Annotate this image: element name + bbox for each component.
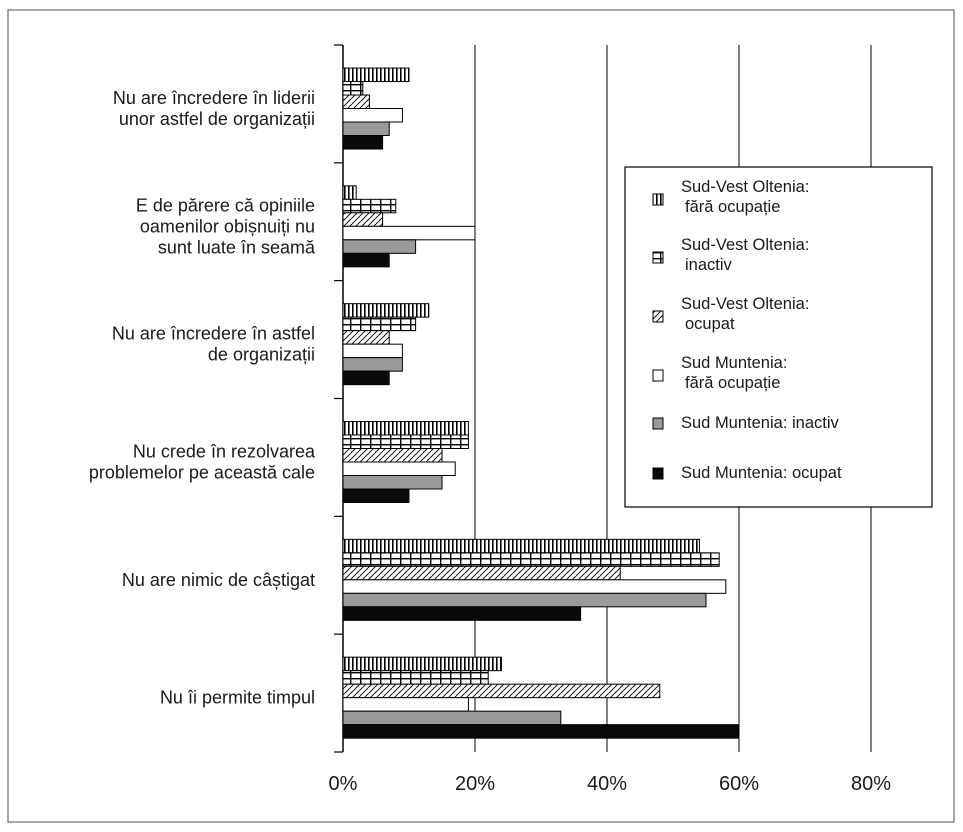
- bar: [342, 488, 410, 503]
- legend-label: fără ocupație: [685, 374, 780, 392]
- bar: [342, 434, 469, 449]
- bar: [342, 670, 489, 685]
- legend-label: Sud Muntenia:: [681, 354, 787, 372]
- category-label: sunt luate în seamă: [158, 237, 316, 257]
- legend-label: Sud-Vest Oltenia:: [681, 236, 809, 254]
- bar: [342, 121, 390, 136]
- x-tick-label: 40%: [587, 773, 627, 795]
- category-label: de organizații: [208, 345, 315, 365]
- legend-label: Sud Muntenia: ocupat: [681, 464, 842, 482]
- bar: [342, 357, 403, 372]
- bar: [342, 421, 469, 436]
- category-axis: [334, 44, 344, 753]
- x-tick-label: 80%: [851, 773, 891, 795]
- legend-label: ocupat: [685, 315, 735, 333]
- legend-swatch: [652, 193, 664, 206]
- bar: [342, 710, 562, 726]
- category-label: problemelor pe această cale: [89, 463, 315, 483]
- legend-label: Sud-Vest Oltenia:: [681, 178, 809, 196]
- bar: [342, 252, 390, 268]
- category-label: E de părere că opiniile: [136, 195, 315, 215]
- legend-swatch: [652, 369, 664, 382]
- bar: [342, 683, 661, 699]
- category-label: Nu îi permite timpul: [160, 688, 315, 708]
- legend-label: Sud-Vest Oltenia:: [681, 295, 809, 313]
- category-label: unor astfel de organizații: [119, 109, 315, 129]
- bar: [342, 565, 621, 581]
- bar: [342, 606, 582, 621]
- legend-swatch: [652, 251, 664, 264]
- category-label: Nu crede în rezolvarea: [133, 442, 316, 462]
- legend-swatch: [652, 417, 664, 430]
- bar: [342, 448, 443, 463]
- bar: [342, 225, 476, 241]
- legend-label: inactiv: [685, 256, 733, 274]
- legend-swatch: [652, 467, 664, 480]
- bar: [342, 94, 370, 109]
- x-tick-labels: 0% 20% 40% 60% 80%: [329, 773, 892, 795]
- bar: [342, 552, 720, 567]
- category-label: Nu are nimic de câștigat: [122, 570, 315, 590]
- legend-frame: [624, 166, 933, 508]
- bar: [342, 198, 397, 214]
- bar: [342, 135, 384, 150]
- x-tick-label: 20%: [455, 773, 495, 795]
- legend-label: fără ocupație: [685, 198, 780, 216]
- bar: [342, 316, 417, 332]
- bars: [342, 67, 740, 739]
- category-label: oamenilor obișnuiți nu: [140, 216, 315, 236]
- bar: [342, 81, 364, 96]
- legend-swatch: [652, 310, 664, 323]
- x-tick-label: 60%: [719, 773, 759, 795]
- bar: [342, 592, 707, 608]
- legend-label: Sud Muntenia: inactiv: [681, 414, 840, 432]
- bar: [342, 303, 430, 318]
- bar: [342, 330, 390, 345]
- bar: [342, 697, 469, 712]
- legend: Sud-Vest Oltenia: fără ocupație Sud-Vest O…: [624, 166, 933, 508]
- category-label: Nu are încredere în astfel: [112, 324, 315, 344]
- bar: [342, 108, 403, 123]
- bar: [342, 343, 403, 359]
- x-tick-label: 0%: [329, 773, 358, 795]
- bar: [342, 212, 384, 227]
- bar: [342, 724, 740, 739]
- category-label: Nu are încredere în liderii: [113, 88, 315, 108]
- bar: [342, 538, 700, 554]
- bar: [342, 656, 502, 672]
- bar: [342, 475, 443, 490]
- bar: [342, 579, 727, 594]
- bar: [342, 239, 417, 254]
- bar: [342, 461, 456, 476]
- bar: [342, 67, 410, 82]
- bar: [342, 370, 390, 386]
- bar: [342, 185, 357, 200]
